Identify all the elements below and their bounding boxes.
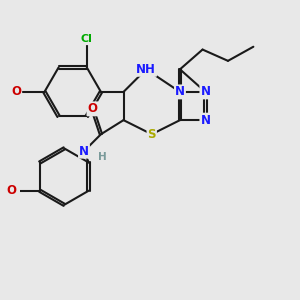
Text: N: N [200,114,210,127]
Text: N: N [175,85,185,98]
Text: O: O [87,102,98,115]
Text: H: H [98,152,107,162]
Text: N: N [200,85,210,98]
Text: NH: NH [136,63,156,76]
Text: O: O [11,85,21,98]
Text: O: O [7,184,16,197]
Text: Cl: Cl [81,34,93,44]
Text: S: S [148,128,156,141]
Text: N: N [79,145,89,158]
